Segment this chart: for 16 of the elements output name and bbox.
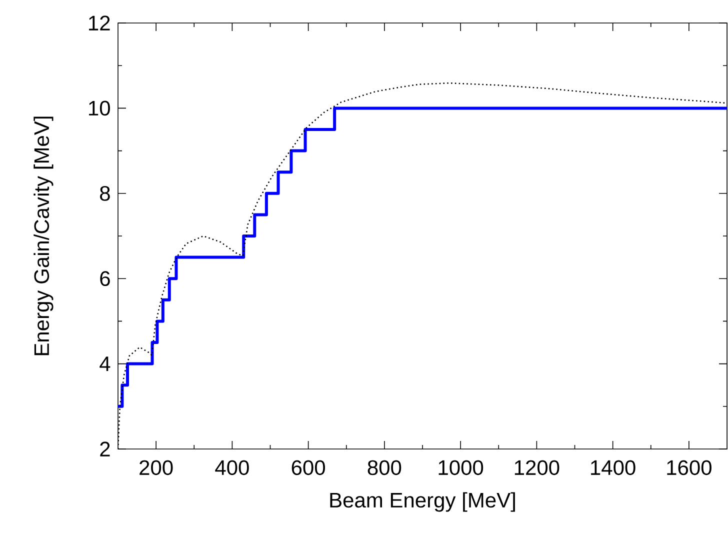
x-tick-label: 1000 [438, 460, 484, 476]
y-tick-label: 8 [100, 186, 110, 201]
x-tick-label: 1600 [667, 460, 712, 476]
x-tick-label: 200 [140, 460, 173, 476]
x-tick-label: 400 [215, 460, 249, 476]
y-tick-label: 2 [100, 442, 110, 456]
x-tick-label: 600 [292, 460, 326, 476]
y-tick-label: 4 [100, 356, 110, 372]
y-tick-label: 6 [100, 271, 110, 286]
x-tick-label: 1400 [591, 460, 636, 476]
y-tick-label: 10 [89, 100, 110, 116]
x-axis-title: Beam Energy [MeV] [330, 492, 515, 512]
x-tick-label: 800 [368, 460, 402, 476]
y-tick-label: 12 [89, 16, 110, 30]
x-tick-label: 1200 [514, 460, 560, 476]
y-axis-title: Energy Gain/Cavity [MeV] [34, 116, 54, 356]
